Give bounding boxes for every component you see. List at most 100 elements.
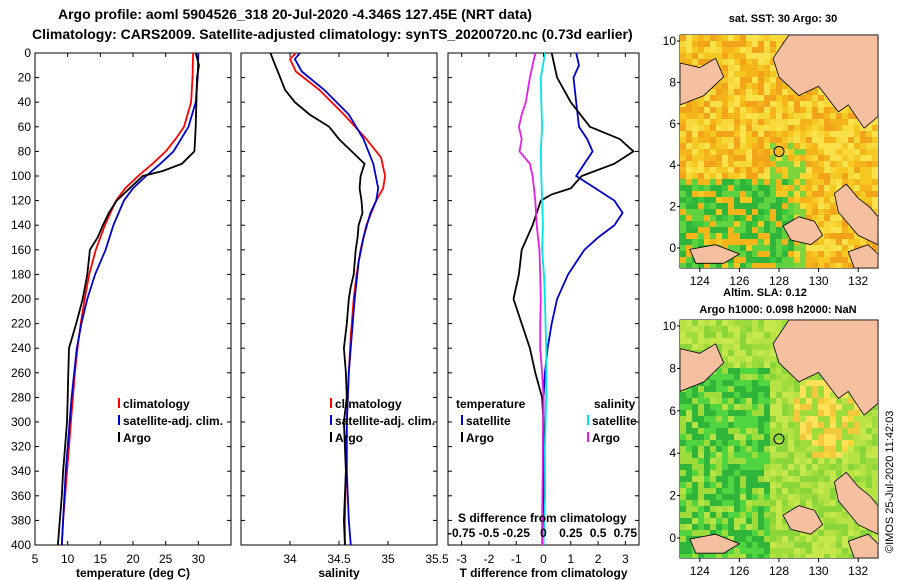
map-top-map-cell (746, 59, 752, 65)
map-bottom-map-cell (782, 476, 788, 482)
map-bottom-map-cell (704, 404, 710, 410)
map-bottom-map-cell (758, 554, 764, 558)
temperature-ytick-label: 340 (11, 464, 31, 478)
map-top-map-cell (680, 185, 686, 191)
map-bottom-map-cell (722, 446, 728, 452)
map-bottom-map-cell (716, 524, 722, 530)
map-top-map-cell (776, 179, 782, 185)
map-top-map-cell (716, 35, 722, 41)
map-bottom-map-cell (728, 524, 734, 530)
map-bottom-map-cell (686, 536, 692, 542)
map-top-map-cell (752, 71, 758, 77)
map-top-map-cell (764, 119, 770, 125)
map-top-map-cell (842, 137, 848, 143)
map-top-map-cell (788, 119, 794, 125)
map-bottom-map-cell (818, 464, 824, 470)
map-top-map-cell (728, 47, 734, 53)
map-top-map-cell (746, 89, 752, 95)
map-bottom-map-cell (788, 380, 794, 386)
map-bottom-map-cell (746, 536, 752, 542)
map-bottom-map-cell (704, 380, 710, 386)
map-top-map-cell (692, 125, 698, 131)
map-bottom-map-cell (782, 530, 788, 536)
map-bottom-map-cell (860, 482, 866, 488)
map-bottom-map-cell (710, 398, 716, 404)
diff-xtick2-label: 0.25 (559, 526, 583, 540)
map-top-map-cell (824, 263, 830, 268)
map-top-map-cell (710, 101, 716, 107)
map-bottom-map-cell (824, 464, 830, 470)
map-bottom-map-cell (860, 452, 866, 458)
map-top-map-cell (782, 179, 788, 185)
salinity-xtick-label: 35.5 (425, 552, 449, 566)
map-top-map-cell (872, 245, 878, 251)
map-top-map-cell (740, 185, 746, 191)
map-top-map-cell (716, 47, 722, 53)
map-top-map-cell (794, 119, 800, 125)
map-bottom-map-cell (824, 422, 830, 428)
map-top-map-cell (824, 197, 830, 203)
map-bottom-map-cell (716, 404, 722, 410)
map-bottom-map-cell (722, 398, 728, 404)
map-top-map-cell (776, 83, 782, 89)
map-top-map-cell (734, 41, 740, 47)
map-bottom-map-cell (764, 482, 770, 488)
map-top-map-cell (770, 263, 776, 268)
map-bottom-map-cell (830, 500, 836, 506)
map-top-map-cell (740, 197, 746, 203)
map-top-map-cell (752, 53, 758, 59)
map-bottom-map-cell (716, 464, 722, 470)
map-bottom-map-cell (704, 332, 710, 338)
map-top-map-cell (812, 95, 818, 101)
map-top-map-cell (734, 245, 740, 251)
map-top-map-cell (692, 191, 698, 197)
map-top-map-cell (782, 95, 788, 101)
map-bottom-map-cell (794, 542, 800, 548)
map-top-map-cell (728, 53, 734, 59)
map-top-map-cell (686, 59, 692, 65)
map-top-map-cell (842, 125, 848, 131)
map-top-map-cell (788, 131, 794, 137)
map-bottom-map-cell (770, 350, 776, 356)
map-top-map-cell (812, 161, 818, 167)
map-bottom-map-cell (788, 434, 794, 440)
map-bottom-map-cell (818, 500, 824, 506)
map-top-map-cell (794, 191, 800, 197)
map-bottom-map-cell (686, 512, 692, 518)
map-top-map-cell (800, 185, 806, 191)
map-top-map-cell (818, 161, 824, 167)
temperature-ytick-label: 360 (11, 489, 31, 503)
map-bottom-map-cell (818, 512, 824, 518)
map-top-map-cell (698, 209, 704, 215)
map-top-map-cell (794, 95, 800, 101)
map-bottom-map-cell (776, 428, 782, 434)
map-top-map-cell (806, 101, 812, 107)
map-top-map-cell (836, 125, 842, 131)
map-bottom-map-cell (710, 464, 716, 470)
map-top-map-cell (764, 203, 770, 209)
map-top-map-cell (770, 167, 776, 173)
map-top-map-cell (710, 149, 716, 155)
map-bottom-map-cell (752, 536, 758, 542)
map-bottom-map-cell (728, 440, 734, 446)
map-bottom-map-cell (764, 416, 770, 422)
map-top-map-cell (848, 161, 854, 167)
map-bottom-map-cell (818, 422, 824, 428)
map-top-map-cell (722, 143, 728, 149)
map-bottom-map-cell (770, 320, 776, 326)
map-bottom-map-cell (716, 380, 722, 386)
map-top-map-cell (704, 173, 710, 179)
map-bottom-map-cell (740, 530, 746, 536)
map-bottom-map-cell (680, 536, 686, 542)
map-bottom-map-cell (836, 410, 842, 416)
map-bottom-map-cell (710, 428, 716, 434)
map-bottom-map-cell (812, 482, 818, 488)
map-top-map-cell (860, 143, 866, 149)
map-bottom-map-cell (758, 428, 764, 434)
map-top-land-south-3 (847, 244, 879, 269)
map-bottom-map-cell (728, 362, 734, 368)
map-bottom-map-cell (692, 518, 698, 524)
map-top-map-cell (704, 233, 710, 239)
map-top-map-cell (746, 263, 752, 268)
map-top-map-cell (722, 203, 728, 209)
